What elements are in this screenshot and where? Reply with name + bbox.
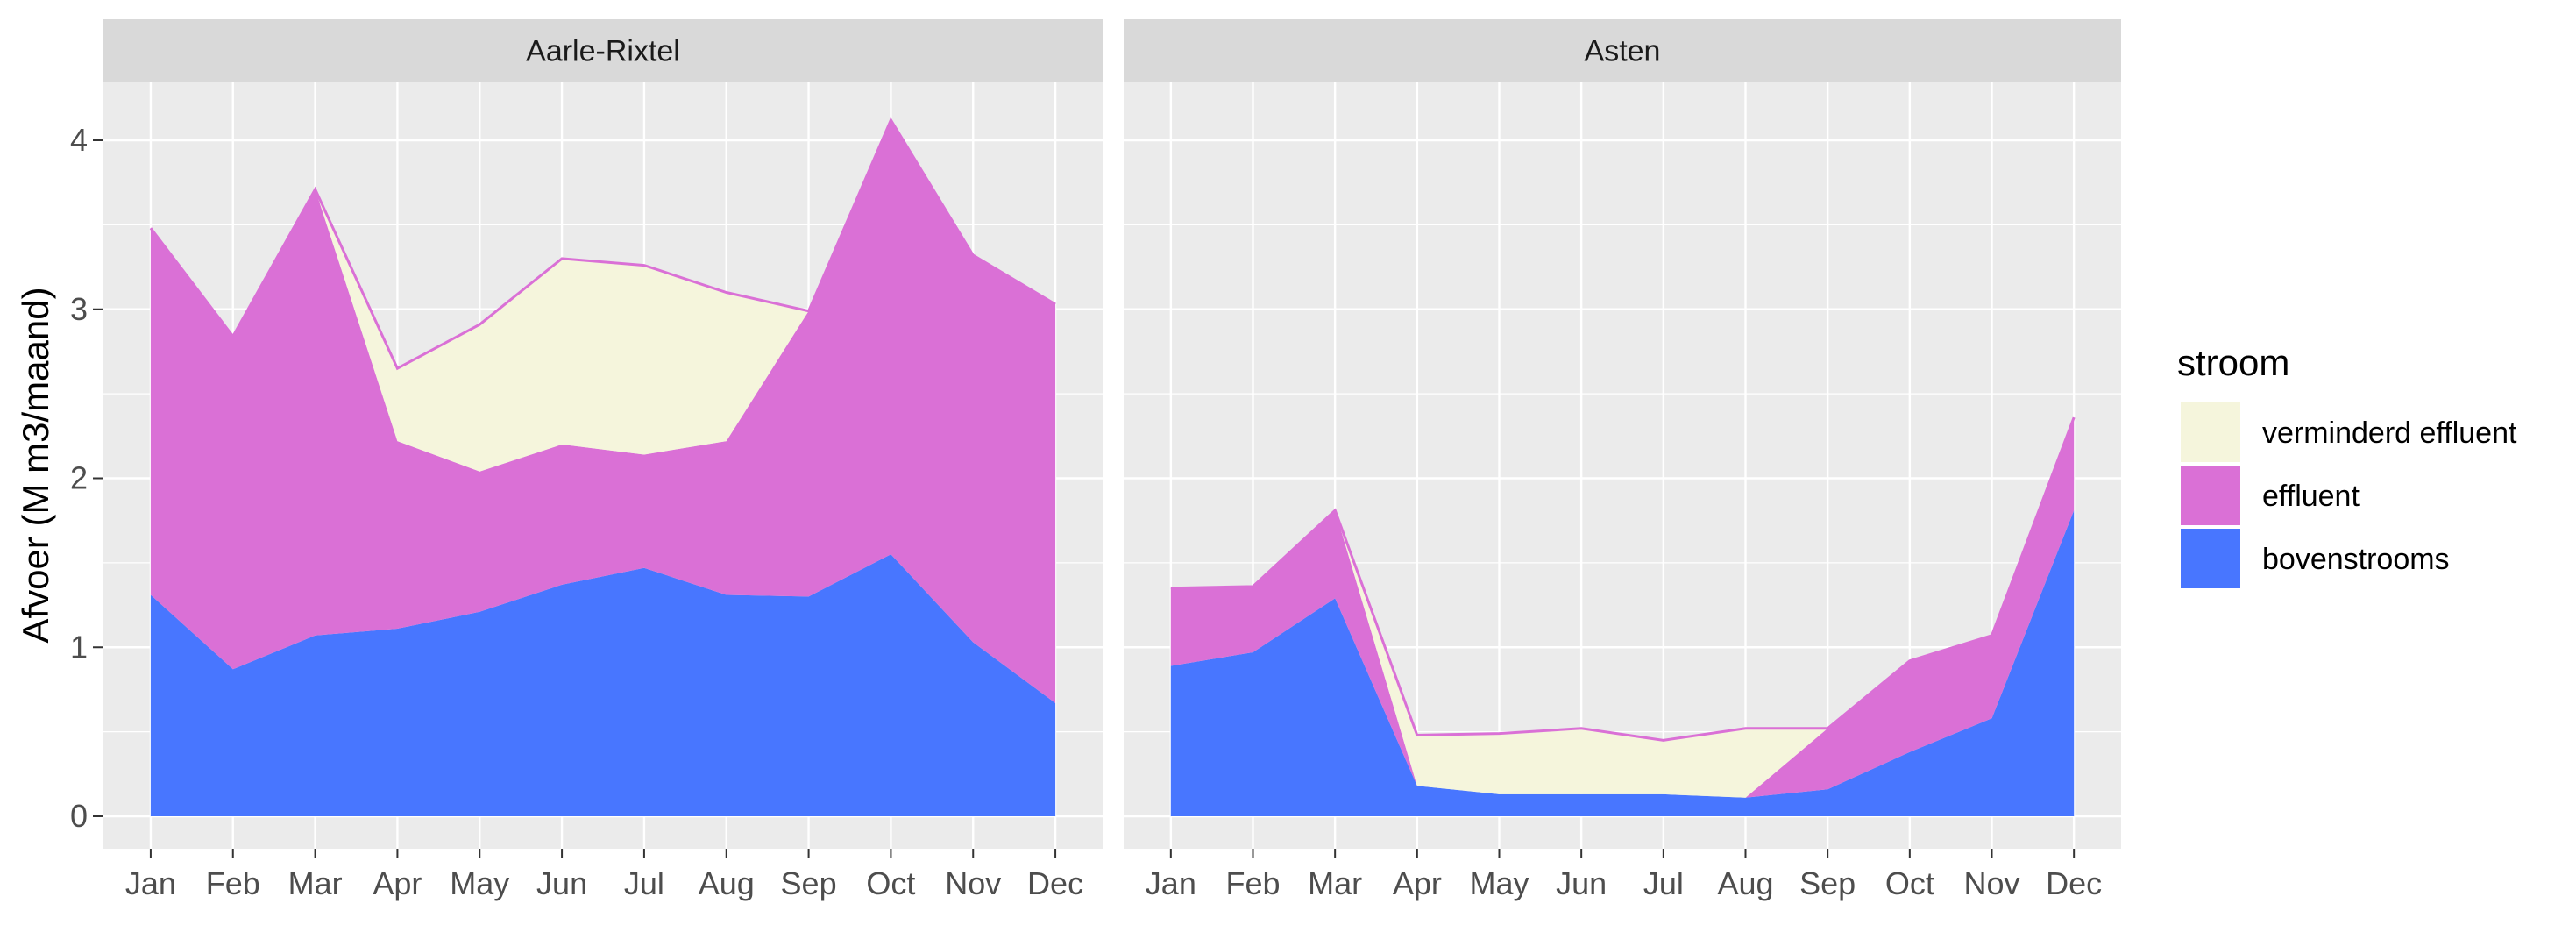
area-bovenstrooms: [1170, 510, 2075, 816]
x-tick-label: Oct: [866, 865, 915, 901]
legend-key: [2181, 402, 2240, 462]
x-tick-label: Sep: [781, 865, 837, 901]
x-tick-label: Jul: [624, 865, 664, 901]
y-tick-label: 2: [70, 460, 88, 496]
x-tick-label: Jul: [1643, 865, 1684, 901]
y-axis-title: Afvoer (M m3/maand): [15, 287, 56, 643]
x-tick-label: Nov: [1963, 865, 2019, 901]
area-verminderd-effluent: [150, 119, 1056, 472]
x-tick-label: Sep: [1799, 865, 1856, 901]
x-tick-label: Feb: [206, 865, 260, 901]
legend-key: [2181, 529, 2240, 588]
facet-strip: [1124, 19, 2121, 82]
x-tick-label: Aug: [699, 865, 755, 901]
x-tick-label: Jun: [1556, 865, 1607, 901]
legend-title: stroom: [2177, 342, 2289, 383]
x-tick-label: Mar: [288, 865, 343, 901]
x-tick-label: Jan: [125, 865, 176, 901]
y-tick-label: 1: [70, 629, 88, 665]
legend-label: verminderd effluent: [2262, 416, 2517, 450]
x-tick-label: Apr: [1393, 865, 1442, 901]
legend-label: effluent: [2262, 480, 2360, 513]
legend-label: bovenstrooms: [2262, 543, 2450, 576]
area-bovenstrooms: [150, 554, 1056, 816]
area-verminderd-effluent: [1170, 417, 2075, 798]
x-tick-label: Apr: [373, 865, 422, 901]
legend: stroom verminderd effluent effluent bovenst…: [2177, 342, 2517, 588]
area-effluent: [1170, 417, 2075, 798]
x-tick-label: May: [1469, 865, 1529, 901]
x-tick-label: Aug: [1717, 865, 1773, 901]
y-tick-label: 4: [70, 122, 88, 158]
facet-strip: [103, 19, 1103, 82]
x-tick-label: Oct: [1885, 865, 1934, 901]
x-tick-label: Feb: [1225, 865, 1280, 901]
facet-strip-label: Aarle-Rixtel: [526, 35, 680, 68]
area-outline: [1170, 416, 2076, 742]
y-tick-label: 3: [70, 291, 88, 327]
x-tick-label: Dec: [2046, 865, 2102, 901]
area-outline: [149, 117, 1056, 371]
facet-panel: Asten Jan Feb Mar Apr May Jun Jul Aug Sep Oct Nov De…: [1124, 19, 2121, 901]
x-tick-label: Dec: [1027, 865, 1083, 901]
x-tick-label: Jun: [536, 865, 587, 901]
x-tick-label: Nov: [945, 865, 1001, 901]
x-tick-label: May: [450, 865, 509, 901]
y-tick-label: 0: [70, 798, 88, 834]
x-tick-label: Mar: [1308, 865, 1362, 901]
facet-strip-label: Asten: [1585, 35, 1661, 68]
x-tick-label: Jan: [1146, 865, 1196, 901]
legend-key: [2181, 466, 2240, 525]
facet-panel: Aarle-Rixtel Jan Feb Mar Apr May Jun Jul Aug Sep O…: [103, 19, 1103, 901]
